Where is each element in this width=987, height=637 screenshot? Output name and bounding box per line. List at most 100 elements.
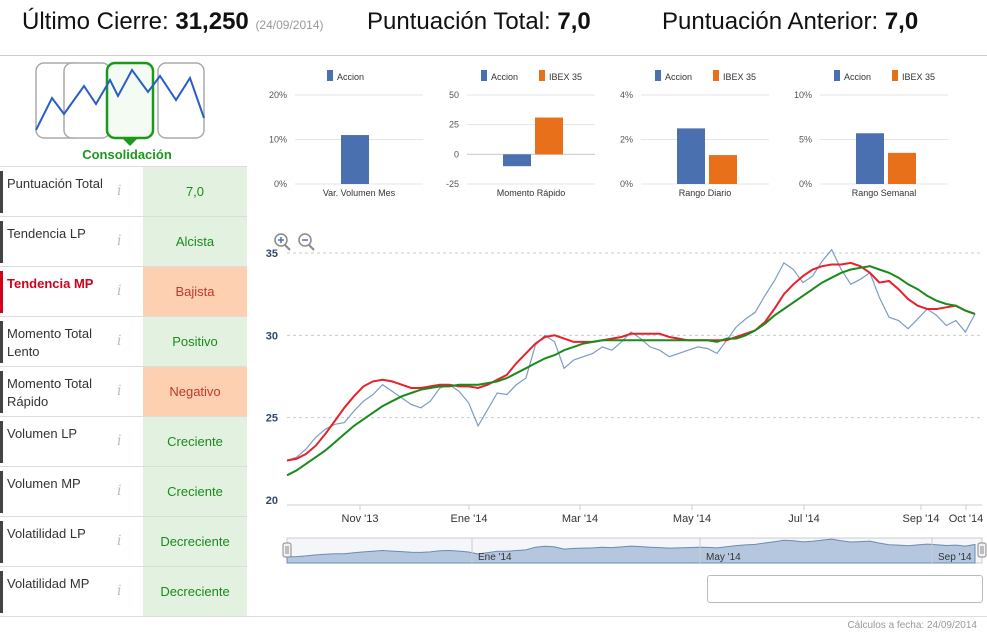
chart-title: Momento Rápido <box>497 188 566 198</box>
info-icon[interactable]: i <box>117 333 122 349</box>
summary-header: Último Cierre: 31,250 (24/09/2014) Puntu… <box>0 0 987 50</box>
tick-label: 0 <box>454 149 459 159</box>
y-tick-label: 35 <box>266 248 278 260</box>
indicator-row[interactable]: Tendencia MP i Bajista <box>0 266 247 317</box>
row-marker <box>0 271 3 313</box>
indicator-row[interactable]: Volumen MP i Creciente <box>0 466 247 517</box>
row-marker <box>0 171 3 213</box>
series-line-mms-40- <box>286 265 976 477</box>
indicator-row[interactable]: Puntuación Total i 7,0 <box>0 166 247 217</box>
info-icon[interactable]: i <box>117 383 122 399</box>
indicator-value: Negativo <box>143 367 247 417</box>
ultimo-cierre: Último Cierre: 31,250 (24/09/2014) <box>22 8 324 36</box>
chart-title: Rango Semanal <box>852 188 917 198</box>
legend-swatch <box>481 70 487 81</box>
bar-accion <box>856 133 884 184</box>
legend-label: Accion <box>491 72 518 82</box>
tick-label: 10% <box>794 90 812 100</box>
x-tick-label: May '14 <box>673 513 711 525</box>
tick-label: 25 <box>449 120 459 130</box>
x-tick-label: Mar '14 <box>562 513 598 525</box>
tick-label: 4% <box>620 90 633 100</box>
navigator-handle[interactable] <box>977 542 987 558</box>
tick-label: 50 <box>449 90 459 100</box>
x-tick-label: Oct '14 <box>949 513 984 525</box>
info-icon[interactable]: i <box>117 533 122 549</box>
bar-ibex <box>888 152 916 184</box>
chart-title: Var. Volumen Mes <box>323 188 396 198</box>
legend-label: Accion <box>665 72 692 82</box>
navigator-tick-label: Sep '14 <box>938 552 972 563</box>
indicator-name: Puntuación Total <box>7 176 103 191</box>
y-tick-label: 30 <box>266 330 278 342</box>
info-icon[interactable]: i <box>117 233 122 249</box>
bar-accion <box>677 128 705 184</box>
bar-accion <box>503 154 531 167</box>
tick-label: 0% <box>799 179 812 189</box>
indicator-name: Volatilidad LP <box>7 526 86 541</box>
calc-date: Cálculos a fecha: 24/09/2014 <box>847 620 977 631</box>
indicator-value: 7,0 <box>143 167 247 217</box>
indicator-value: Decreciente <box>143 567 247 617</box>
indicator-name: Tendencia LP <box>7 226 86 241</box>
tick-label: 2% <box>620 135 633 145</box>
puntuacion-total-value: 7,0 <box>557 8 591 35</box>
indicator-panel: Consolidación Puntuación Total i 7,0 Tenden… <box>0 56 247 617</box>
x-tick-label: Ene '14 <box>451 513 488 525</box>
navigator-series <box>286 538 976 564</box>
bar-ibex <box>709 155 737 184</box>
chart-legend <box>707 575 983 603</box>
y-tick-label: 25 <box>266 413 278 425</box>
legend-label: IBEX 35 <box>723 72 756 82</box>
indicator-value: Positivo <box>143 317 247 367</box>
zoom-in-handle <box>284 244 291 251</box>
puntuacion-anterior-value: 7,0 <box>884 8 919 35</box>
indicator-row[interactable]: Volatilidad MP i Decreciente <box>0 566 247 617</box>
y-tick-label: 20 <box>266 495 278 507</box>
indicator-name: Volumen MP <box>7 476 81 491</box>
puntuacion-total-label: Puntuación Total: <box>367 8 551 35</box>
legend-label: Accion <box>337 72 364 82</box>
legend-swatch <box>892 70 898 81</box>
indicator-row[interactable]: Tendencia LP i Alcista <box>0 216 247 267</box>
indicator-row[interactable]: Volatilidad LP i Decreciente <box>0 516 247 567</box>
pattern-thumbnail: Consolidación <box>0 56 247 166</box>
indicator-name: Momento Total Lento <box>7 326 93 359</box>
info-icon[interactable]: i <box>117 283 122 299</box>
row-marker <box>0 421 3 463</box>
puntuacion-total: Puntuación Total: 7,0 <box>367 8 591 36</box>
info-icon[interactable]: i <box>117 433 122 449</box>
navigator-handle[interactable] <box>282 542 292 558</box>
tick-label: 0% <box>620 179 633 189</box>
legend-swatch <box>655 70 661 81</box>
indicator-row[interactable]: Momento Total Rápido i Negativo <box>0 366 247 417</box>
indicator-value: Alcista <box>143 217 247 267</box>
legend-swatch <box>834 70 840 81</box>
row-marker <box>0 371 3 413</box>
info-icon[interactable]: i <box>117 183 122 199</box>
puntuacion-anterior-label: Puntuación Anterior: <box>662 8 879 35</box>
zoom-out-handle <box>308 244 315 251</box>
x-tick-label: Nov '13 <box>342 513 379 525</box>
indicator-value: Decreciente <box>143 517 247 567</box>
navigator-tick-label: May '14 <box>706 552 741 563</box>
x-tick-label: Jul '14 <box>788 513 819 525</box>
indicator-name: Momento Total Rápido <box>7 376 93 409</box>
info-icon[interactable]: i <box>117 483 122 499</box>
navigator-tick-label: Ene '14 <box>478 552 512 563</box>
tick-label: 0% <box>274 179 287 189</box>
row-marker <box>0 521 3 563</box>
series-line-cierre-diario <box>286 248 976 462</box>
indicator-row[interactable]: Momento Total Lento i Positivo <box>0 316 247 367</box>
header-divider <box>0 55 987 56</box>
x-tick-label: Sep '14 <box>903 513 940 525</box>
tick-label: 5% <box>799 135 812 145</box>
indicator-row[interactable]: Volumen LP i Creciente <box>0 416 247 467</box>
indicator-name: Volatilidad MP <box>7 576 90 591</box>
bar-ibex <box>535 117 563 155</box>
info-icon[interactable]: i <box>117 583 122 599</box>
tick-label: 10% <box>269 135 287 145</box>
row-marker <box>0 221 3 263</box>
legend-swatch <box>713 70 719 81</box>
